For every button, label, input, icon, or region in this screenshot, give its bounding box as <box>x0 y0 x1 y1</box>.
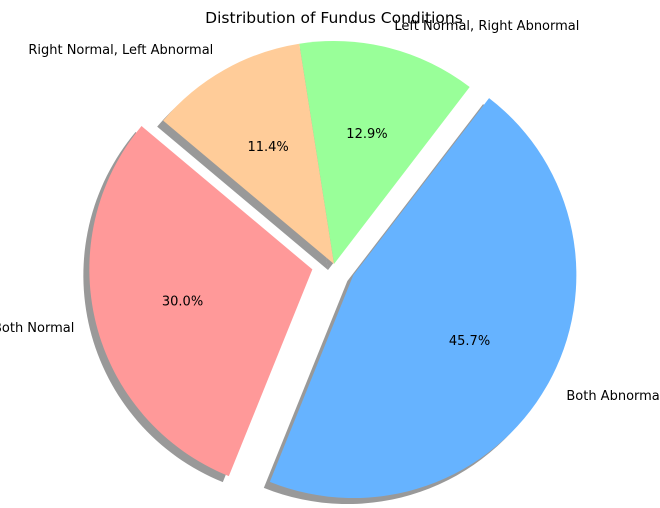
pie-slice-both-abnormal <box>269 98 577 499</box>
slice-category-label-both-abnormal: Both Abnormal <box>566 389 660 404</box>
slice-percent-label-both-normal: 30.0% <box>162 294 203 309</box>
slice-category-label-both-normal: Both Normal <box>0 321 74 336</box>
slice-percent-label-both-abnormal: 45.7% <box>449 334 490 349</box>
slice-category-label-left-normal-right-abnormal: Left Normal, Right Abnormal <box>394 19 579 34</box>
pie-slice-left-normal-right-abnormal <box>299 40 470 264</box>
label-layer: 30.0% Both Normal 45.7% Both Abnormal 12.9% L… <box>0 19 660 404</box>
slice-layer <box>89 40 577 499</box>
pie-slice-right-normal-left-abnormal <box>163 43 334 265</box>
slice-percent-label-left-normal-right-abnormal: 12.9% <box>346 127 387 142</box>
pie-slice-both-normal <box>89 126 313 477</box>
chart-title: Distribution of Fundus Conditions <box>205 9 463 27</box>
slice-category-label-right-normal-left-abnormal: Right Normal, Left Abnormal <box>28 43 213 58</box>
slice-percent-label-right-normal-left-abnormal: 11.4% <box>247 140 288 155</box>
